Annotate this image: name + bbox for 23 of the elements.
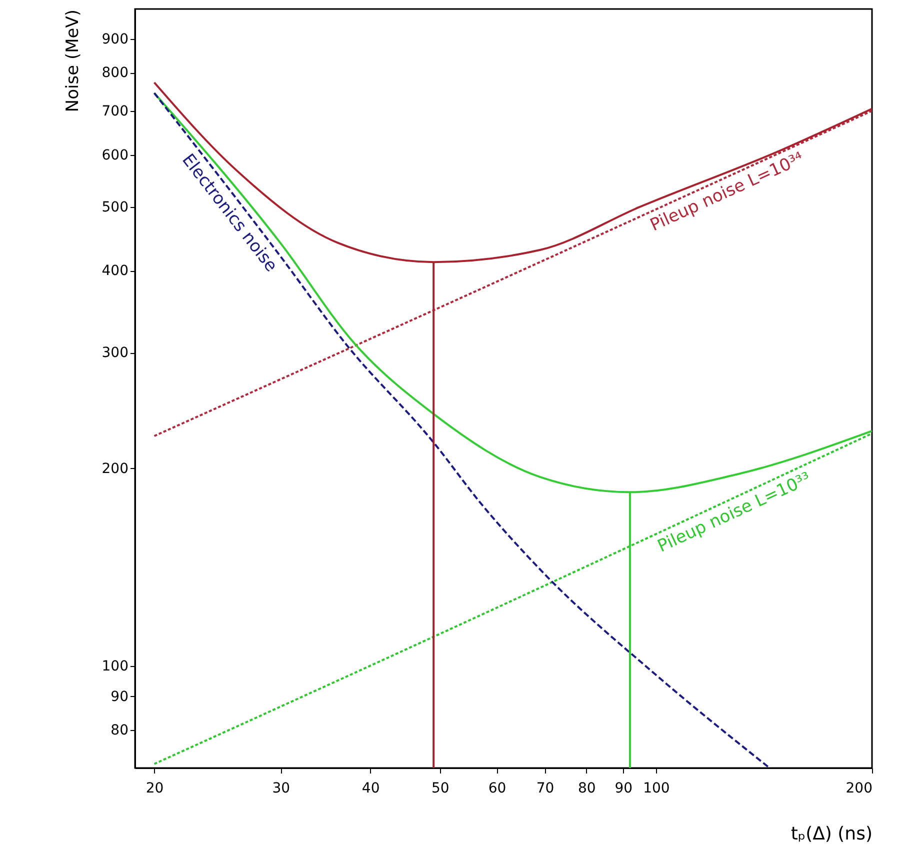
- y-tick-label: 90: [110, 688, 128, 705]
- y-tick-label: 200: [102, 460, 128, 477]
- y-tick-label: 500: [102, 199, 128, 216]
- y-tick-label: 100: [102, 658, 128, 675]
- x-tick-label: 30: [272, 780, 290, 796]
- x-tick-label: 90: [614, 780, 633, 796]
- x-tick-label: 70: [536, 780, 554, 796]
- y-tick-label: 400: [102, 263, 128, 280]
- y-tick-label: 300: [102, 345, 128, 362]
- y-tick-label: 600: [102, 147, 128, 164]
- x-tick-label: 50: [431, 780, 450, 796]
- x-tick-label: 200: [846, 780, 872, 796]
- y-tick-label: 900: [102, 32, 128, 48]
- x-tick-label: 60: [488, 780, 506, 796]
- y-tick-label: 700: [102, 103, 128, 120]
- y-tick-label: 800: [102, 65, 128, 82]
- x-tick-label: 80: [578, 780, 596, 796]
- x-tick-label: 100: [643, 780, 670, 796]
- y-axis-title: Noise (MeV): [62, 10, 83, 112]
- x-tick-label: 40: [362, 780, 380, 796]
- x-axis-title: tₚ(Δ) (ns): [790, 824, 872, 844]
- y-tick-label: 80: [110, 722, 128, 738]
- x-tick-label: 20: [146, 780, 164, 796]
